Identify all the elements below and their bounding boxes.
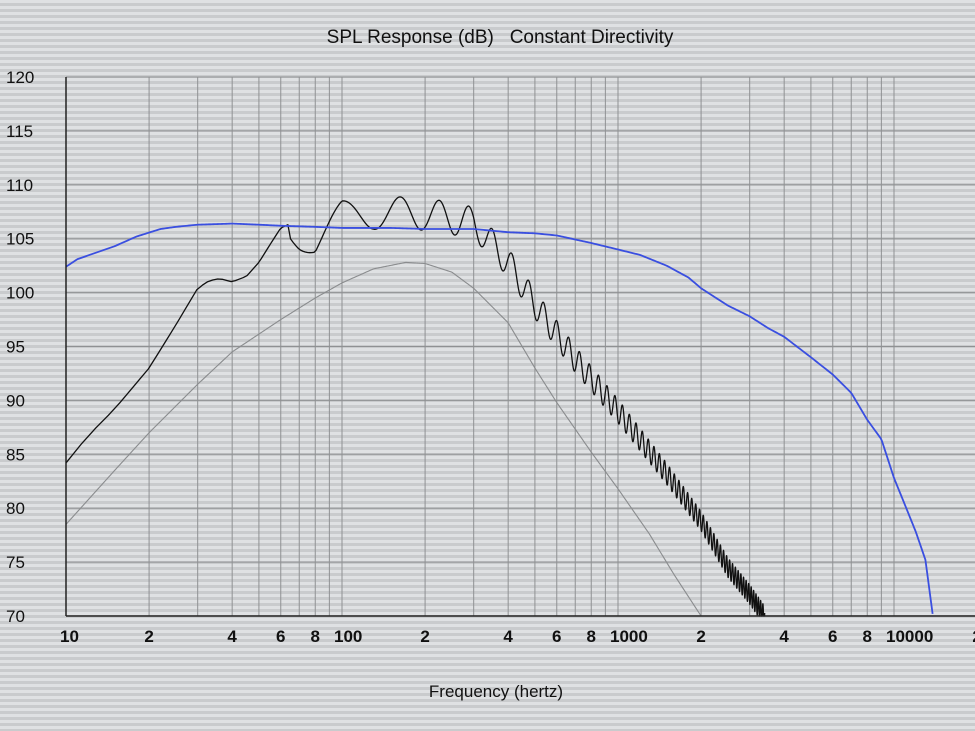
x-tick-label: 10 xyxy=(60,627,79,646)
x-tick-label: 8 xyxy=(587,627,596,646)
x-tick-labels: 10 2 4 6 8 100 2 4 6 8 1000 2 4 6 8 10000 2 xyxy=(60,627,975,646)
y-tick-label: 110 xyxy=(6,176,33,195)
horizontal-gridlines xyxy=(66,76,975,563)
series-line-2 xyxy=(65,261,702,617)
series-line-0 xyxy=(65,222,934,614)
x-tick-label: 6 xyxy=(552,627,561,646)
x-tick-label: 2 xyxy=(144,627,153,646)
series-layer xyxy=(65,196,934,617)
y-tick-label: 90 xyxy=(6,391,25,410)
y-tick-label: 105 xyxy=(6,230,34,249)
x-tick-label: 100 xyxy=(334,627,362,646)
y-tick-label: 70 xyxy=(6,607,25,626)
y-tick-label: 115 xyxy=(6,122,33,141)
x-tick-label: 4 xyxy=(779,627,789,646)
series-line-1 xyxy=(65,196,766,617)
x-tick-label: 8 xyxy=(863,627,872,646)
x-axis-label: Frequency (hertz) xyxy=(429,682,563,701)
y-tick-label: 95 xyxy=(6,338,25,357)
x-tick-label: 1000 xyxy=(610,627,648,646)
x-tick-label: 2 xyxy=(696,627,705,646)
y-tick-label: 80 xyxy=(6,499,25,518)
y-tick-label: 75 xyxy=(6,553,25,572)
x-tick-label: 4 xyxy=(503,627,513,646)
y-tick-labels: 70 75 80 85 90 95 100 105 110 115 120 xyxy=(6,68,34,626)
chart-title: SPL Response (dB) Constant Directivity xyxy=(327,27,674,48)
y-tick-label: 100 xyxy=(6,284,34,303)
x-tick-label: 6 xyxy=(828,627,837,646)
x-tick-label: 2 xyxy=(972,627,975,646)
x-tick-label: 8 xyxy=(311,627,320,646)
y-tick-label: 120 xyxy=(6,68,34,87)
x-tick-label: 4 xyxy=(227,627,237,646)
y-tick-label: 85 xyxy=(6,445,25,464)
x-tick-label: 2 xyxy=(420,627,429,646)
x-tick-label: 10000 xyxy=(886,627,933,646)
x-tick-label: 6 xyxy=(276,627,285,646)
